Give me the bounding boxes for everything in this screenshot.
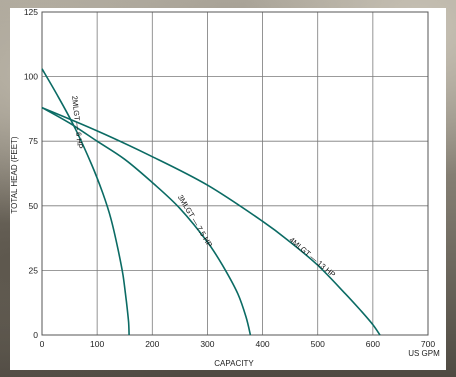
x-axis-unit: US GPM xyxy=(408,349,440,358)
x-tick-label: 400 xyxy=(255,339,269,349)
y-axis-label: TOTAL HEAD (FEET) xyxy=(10,136,19,214)
x-tick-label: 200 xyxy=(145,339,159,349)
x-tick-label: 700 xyxy=(421,339,435,349)
y-tick-label: 100 xyxy=(24,72,38,82)
x-tick-label: 500 xyxy=(311,339,325,349)
y-tick-label: 50 xyxy=(29,201,39,211)
y-tick-label: 0 xyxy=(33,330,38,340)
series-label: 4MLGT — 13 HP xyxy=(287,235,337,279)
y-tick-label: 25 xyxy=(29,265,39,275)
y-tick-label: 125 xyxy=(24,7,38,17)
chart-panel xyxy=(10,8,446,370)
y-tick-label: 75 xyxy=(29,136,39,146)
x-tick-label: 600 xyxy=(366,339,380,349)
series xyxy=(41,68,381,336)
x-tick-label: 0 xyxy=(40,339,45,349)
series-line xyxy=(41,106,252,336)
axes: 0 100 200 300 400 500 600 700 0 25 50 75 100 125 xyxy=(24,7,436,349)
series-line xyxy=(41,68,130,336)
x-axis-label: CAPACITY xyxy=(214,359,254,368)
x-tick-label: 100 xyxy=(90,339,104,349)
plot-frame xyxy=(41,11,429,336)
series-line xyxy=(41,106,381,336)
x-tick-label: 300 xyxy=(200,339,214,349)
series-label: 3MLGT — 7.5 HP xyxy=(176,193,214,249)
